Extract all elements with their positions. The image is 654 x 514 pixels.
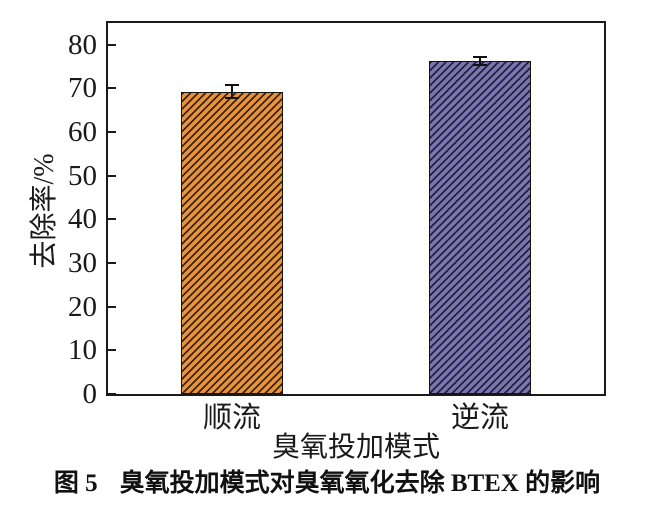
- plot-inner: [108, 23, 604, 395]
- y-tick-mark: [108, 262, 116, 265]
- y-tick-label: 30: [68, 247, 97, 280]
- error-bar-cap: [225, 97, 239, 100]
- bar-co-current: [181, 91, 283, 394]
- y-tick-mark: [108, 349, 116, 352]
- y-tick-label: 80: [68, 28, 97, 61]
- x-axis-label: 臭氧投加模式: [271, 432, 440, 463]
- plot-area: [106, 21, 606, 396]
- y-tick-mark: [108, 43, 116, 46]
- y-tick-label: 10: [68, 334, 97, 367]
- x-category-label: 顺流: [202, 402, 261, 434]
- figure-caption: 图 5 臭氧投加模式对臭氧氧化去除 BTEX 的影响: [0, 468, 654, 500]
- y-tick-mark: [108, 218, 116, 221]
- x-category-label: 逆流: [450, 402, 509, 434]
- y-tick-mark: [108, 174, 116, 177]
- y-tick-label: 20: [68, 290, 97, 323]
- y-tick-mark: [108, 131, 116, 134]
- y-tick-mark: [108, 305, 116, 308]
- y-tick-label: 50: [68, 159, 97, 192]
- figure-caption-text: 臭氧投加模式对臭氧氧化去除 BTEX 的影响: [119, 470, 601, 497]
- error-bar-line: [479, 56, 481, 66]
- error-bar-cap: [473, 55, 487, 58]
- bar-counter-current: [429, 60, 531, 394]
- figure-caption-number: 图 5: [53, 470, 98, 497]
- error-bar-cap: [225, 83, 239, 86]
- y-tick-mark: [108, 393, 116, 395]
- y-tick-label: 70: [68, 72, 97, 105]
- y-tick-label: 40: [68, 203, 97, 236]
- error-bar-cap: [473, 64, 487, 67]
- y-tick-label: 60: [68, 116, 97, 149]
- y-tick-label: 0: [82, 378, 98, 410]
- y-tick-mark: [108, 87, 116, 90]
- error-bar-line: [231, 84, 233, 99]
